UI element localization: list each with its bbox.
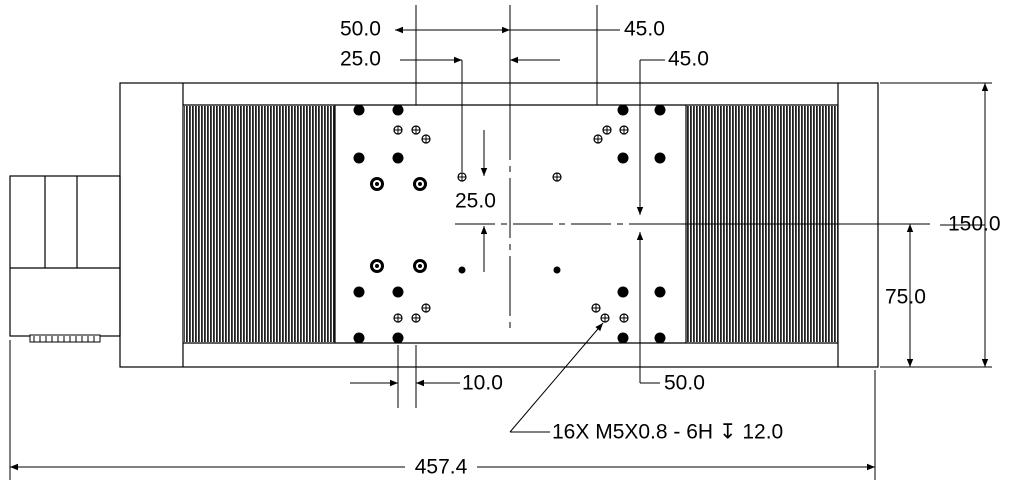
hole [620, 314, 628, 322]
hole [603, 126, 611, 134]
hole [392, 152, 404, 164]
hole [594, 135, 602, 143]
dim-label: 50.0 [664, 372, 705, 395]
hole [617, 332, 629, 344]
hole [617, 286, 629, 298]
dim-label: 25.0 [455, 190, 496, 213]
hole [353, 332, 365, 344]
hole [458, 266, 466, 274]
labels: 50.0 25.0 45.0 45.0 25.0 150.0 75.0 10.0… [340, 18, 1001, 479]
dim-label: 457.4 [415, 456, 468, 479]
dim-label: 45.0 [624, 18, 665, 41]
hole [553, 173, 561, 181]
hole [418, 182, 422, 186]
holes [353, 104, 666, 344]
hole [394, 314, 402, 322]
motor [9, 175, 121, 343]
hole [392, 104, 404, 116]
callout: 16X M5X0.8 - 6H ↧ 12.0 [552, 421, 783, 444]
hole [617, 104, 629, 116]
hole [412, 314, 420, 322]
hole [353, 104, 365, 116]
dim-label: 45.0 [668, 48, 709, 71]
hole [394, 126, 402, 134]
hole [422, 304, 430, 312]
hole [654, 332, 666, 344]
hole [392, 286, 404, 298]
hole [375, 182, 379, 186]
hole [601, 314, 609, 322]
hole [353, 286, 365, 298]
hole [458, 173, 466, 181]
dim-label: 150.0 [948, 213, 1001, 236]
hole [620, 126, 628, 134]
hole [654, 104, 666, 116]
dim-label: 75.0 [885, 286, 926, 309]
hole [617, 152, 629, 164]
hole [392, 332, 404, 344]
dim-label: 10.0 [462, 372, 503, 395]
hole [553, 266, 561, 274]
hole [412, 126, 420, 134]
dim-label: 25.0 [340, 48, 381, 71]
hole [375, 264, 379, 268]
hole [422, 135, 430, 143]
dim-label: 50.0 [340, 18, 381, 41]
hole [654, 286, 666, 298]
dimensions [9, 5, 992, 480]
hole [654, 152, 666, 164]
stage-body [119, 82, 879, 368]
hole [353, 152, 365, 164]
hole [592, 304, 600, 312]
hole [418, 264, 422, 268]
